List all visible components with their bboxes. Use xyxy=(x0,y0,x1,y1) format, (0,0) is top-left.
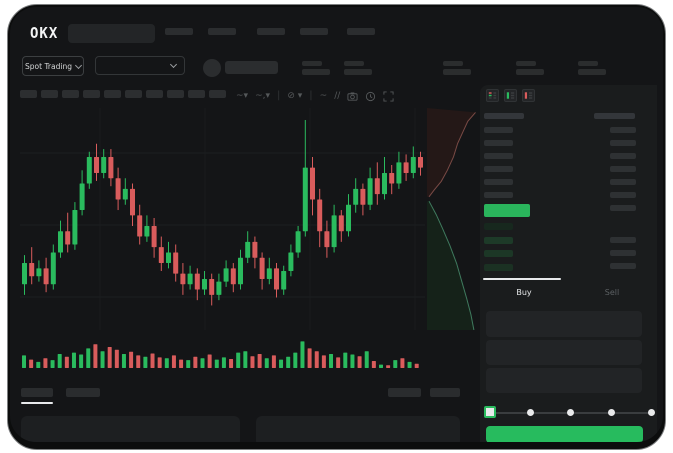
bottom-tab-orders[interactable] xyxy=(21,388,53,397)
open-orders-panel xyxy=(21,416,240,442)
total-field[interactable] xyxy=(486,368,642,393)
wave-dropdown-icon[interactable]: ~▾ xyxy=(236,90,249,101)
nav-item-placeholder[interactable] xyxy=(347,28,375,35)
active-tab-underline xyxy=(483,278,561,280)
orderbook-left-header xyxy=(484,113,524,119)
line-tool-icon[interactable]: ~ xyxy=(319,90,328,101)
slider-stop[interactable] xyxy=(608,409,615,416)
orderbook-trade-panel: Buy Sell xyxy=(480,85,657,442)
ask-price-row[interactable] xyxy=(484,153,513,159)
bottom-action-placeholder[interactable] xyxy=(430,388,460,397)
market-type-label: Spot Trading xyxy=(25,61,72,71)
orderbook-right-header xyxy=(594,113,635,119)
app-screen: OKX Spot Trading ~▾ ~,▾ | ⊘ ▾ | ~ ∕∕ xyxy=(10,7,663,442)
ask-price-row[interactable] xyxy=(484,179,513,185)
ticker-stat-label xyxy=(302,61,322,66)
timeframe-button[interactable] xyxy=(62,90,79,98)
history-clock-icon[interactable] xyxy=(365,91,376,102)
ticker-stat-label xyxy=(578,61,598,66)
book-bids-only-icon[interactable] xyxy=(504,89,517,102)
bid-price-row[interactable] xyxy=(484,263,513,271)
chevron-down-icon xyxy=(74,61,83,69)
bid-price-row[interactable] xyxy=(484,236,513,244)
book-combined-icon[interactable] xyxy=(486,89,499,102)
ticker-stat-value xyxy=(516,69,544,75)
candle-type-dropdown-icon[interactable]: ⊘ ▾ xyxy=(287,90,303,101)
timeframe-button[interactable] xyxy=(83,90,100,98)
fullscreen-icon[interactable] xyxy=(383,90,394,102)
timeframe-button[interactable] xyxy=(41,90,58,98)
ask-price-row[interactable] xyxy=(484,166,513,172)
candlestick-chart[interactable] xyxy=(20,108,425,330)
slider-handle[interactable] xyxy=(484,406,496,418)
timeframe-button[interactable] xyxy=(125,90,142,98)
ask-amount-row[interactable] xyxy=(610,179,636,185)
bid-amount-row[interactable] xyxy=(610,237,636,243)
bottom-action-placeholder[interactable] xyxy=(388,388,421,397)
last-price-indicator xyxy=(484,204,530,217)
bid-amount-row[interactable] xyxy=(610,263,636,269)
ask-amount-row[interactable] xyxy=(610,192,636,198)
separator: | xyxy=(309,90,313,101)
slider-stop[interactable] xyxy=(648,409,655,416)
ask-price-row[interactable] xyxy=(484,127,513,133)
bid-amount-row[interactable] xyxy=(610,250,636,256)
camera-icon[interactable] xyxy=(347,91,358,102)
ticker-stat-label xyxy=(443,61,463,66)
timeframe-button[interactable] xyxy=(209,90,226,98)
ticker-stat-value xyxy=(443,69,471,75)
ask-amount-row[interactable] xyxy=(610,166,636,172)
bottom-active-tab-underline xyxy=(21,402,53,404)
buy-submit-button[interactable] xyxy=(486,426,643,442)
ask-amount-row[interactable] xyxy=(610,127,636,133)
nav-item-placeholder[interactable] xyxy=(208,28,236,35)
timeframe-button[interactable] xyxy=(188,90,205,98)
ticker-stat-value xyxy=(302,69,330,75)
book-asks-only-icon[interactable] xyxy=(522,89,535,102)
ticker-stat-value xyxy=(344,69,372,75)
nav-item-placeholder[interactable] xyxy=(257,28,285,35)
depth-chart xyxy=(427,108,476,330)
pair-selector-dropdown[interactable] xyxy=(95,56,185,75)
ask-amount-row[interactable] xyxy=(610,140,636,146)
order-history-panel xyxy=(256,416,460,442)
chart-tool-icons: ~▾ ~,▾ | ⊘ ▾ | ~ ∕∕ xyxy=(236,90,394,102)
separator: | xyxy=(276,90,281,101)
timeframe-button[interactable] xyxy=(20,90,37,98)
volume-chart xyxy=(22,341,419,368)
okx-logo[interactable]: OKX xyxy=(30,25,59,43)
tab-sell[interactable]: Sell xyxy=(604,288,620,297)
ask-price-row[interactable] xyxy=(484,140,513,146)
bottom-tab-history[interactable] xyxy=(66,388,100,397)
slider-stop[interactable] xyxy=(527,409,534,416)
ask-amount-row[interactable] xyxy=(610,153,636,159)
bid-price-row[interactable] xyxy=(484,223,513,230)
timeframe-button[interactable] xyxy=(167,90,184,98)
search-input[interactable] xyxy=(68,24,155,43)
bid-price-row[interactable] xyxy=(484,250,513,257)
pair-name-placeholder xyxy=(225,61,278,74)
coin-icon xyxy=(203,59,221,77)
price-field[interactable] xyxy=(486,311,642,337)
ask-price-row[interactable] xyxy=(484,192,513,198)
nav-item-placeholder[interactable] xyxy=(165,28,193,35)
tab-buy[interactable]: Buy xyxy=(516,288,532,297)
ask-amount-row[interactable] xyxy=(610,205,636,211)
market-type-selector[interactable]: Spot Trading xyxy=(22,56,84,76)
ticker-stat-value xyxy=(578,69,606,75)
ticker-stat-label xyxy=(344,61,364,66)
wave-alt-dropdown-icon[interactable]: ~,▾ xyxy=(255,90,270,101)
chevron-down-icon xyxy=(169,60,178,69)
amount-field[interactable] xyxy=(486,340,642,365)
timeframe-button[interactable] xyxy=(104,90,121,98)
ticker-stat-label xyxy=(516,61,536,66)
slider-stop[interactable] xyxy=(567,409,574,416)
compare-icon[interactable]: ∕∕ xyxy=(334,90,341,101)
nav-item-placeholder[interactable] xyxy=(300,28,328,35)
device-frame: OKX Spot Trading ~▾ ~,▾ | ⊘ ▾ | ~ ∕∕ xyxy=(7,4,666,450)
timeframe-button[interactable] xyxy=(146,90,163,98)
